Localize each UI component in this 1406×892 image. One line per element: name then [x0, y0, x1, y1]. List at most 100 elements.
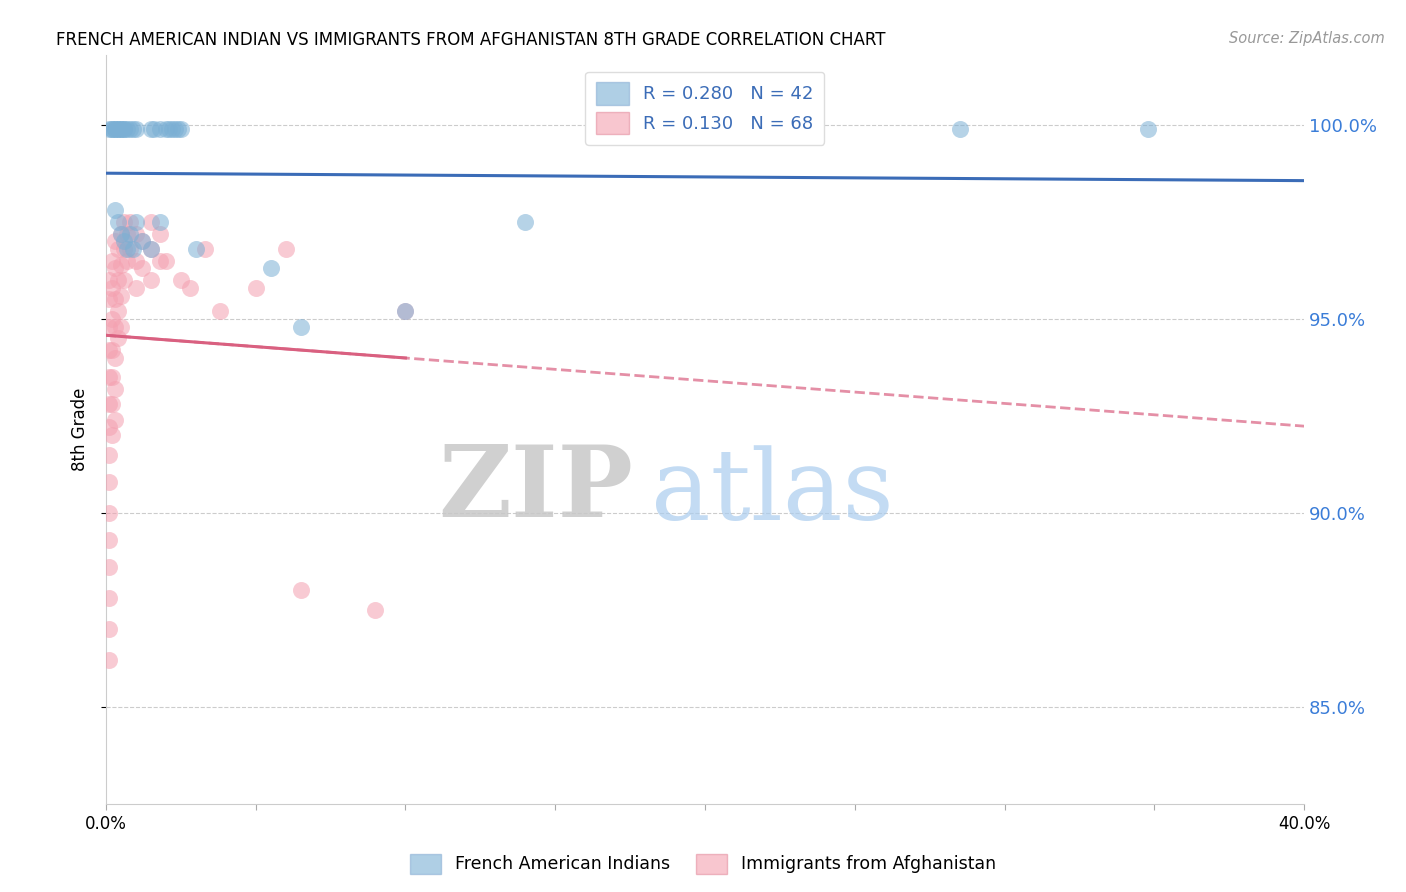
- Legend: French American Indians, Immigrants from Afghanistan: French American Indians, Immigrants from…: [402, 847, 1004, 880]
- Point: [104, 293, 127, 307]
- Text: 40.0%: 40.0%: [1278, 815, 1330, 833]
- Point: [194, 242, 217, 256]
- Point: [115, 242, 138, 256]
- Point: [97, 475, 120, 489]
- Text: atlas: atlas: [651, 445, 894, 541]
- Point: [97, 448, 120, 462]
- Point: [101, 370, 124, 384]
- Point: [101, 121, 124, 136]
- Point: [290, 583, 312, 598]
- Point: [107, 121, 129, 136]
- Point: [149, 215, 172, 229]
- Point: [125, 281, 148, 295]
- Point: [139, 242, 162, 256]
- Point: [104, 121, 127, 136]
- Point: [290, 319, 312, 334]
- Point: [101, 281, 124, 295]
- Point: [107, 121, 129, 136]
- Point: [110, 227, 132, 241]
- Point: [184, 242, 207, 256]
- Point: [112, 273, 135, 287]
- Point: [260, 261, 283, 276]
- Point: [101, 397, 124, 411]
- Point: [125, 215, 148, 229]
- Point: [97, 533, 120, 547]
- Point: [97, 293, 120, 307]
- Point: [101, 253, 124, 268]
- Point: [121, 121, 143, 136]
- Text: FRENCH AMERICAN INDIAN VS IMMIGRANTS FROM AFGHANISTAN 8TH GRADE CORRELATION CHAR: FRENCH AMERICAN INDIAN VS IMMIGRANTS FRO…: [56, 31, 886, 49]
- Point: [274, 242, 297, 256]
- Point: [179, 281, 201, 295]
- Point: [97, 121, 120, 136]
- Point: [394, 304, 416, 318]
- Point: [97, 591, 120, 606]
- Text: ZIP: ZIP: [439, 441, 633, 538]
- Point: [104, 413, 127, 427]
- Point: [115, 227, 138, 241]
- Point: [110, 288, 132, 302]
- Legend: R = 0.280   N = 42, R = 0.130   N = 68: R = 0.280 N = 42, R = 0.130 N = 68: [585, 71, 824, 145]
- Point: [139, 273, 162, 287]
- Point: [104, 351, 127, 365]
- Point: [170, 121, 193, 136]
- Point: [139, 121, 162, 136]
- Point: [149, 227, 172, 241]
- Point: [125, 227, 148, 241]
- Point: [104, 382, 127, 396]
- Point: [101, 343, 124, 357]
- Point: [112, 215, 135, 229]
- Point: [515, 215, 537, 229]
- Point: [97, 506, 120, 520]
- Point: [110, 121, 132, 136]
- Point: [118, 215, 141, 229]
- Point: [118, 242, 141, 256]
- Point: [131, 235, 153, 249]
- Point: [97, 560, 120, 574]
- Point: [112, 121, 135, 136]
- Point: [245, 281, 267, 295]
- Point: [142, 121, 165, 136]
- Point: [208, 304, 231, 318]
- Point: [149, 121, 172, 136]
- Point: [107, 215, 129, 229]
- Text: 0.0%: 0.0%: [84, 815, 127, 833]
- Point: [97, 420, 120, 434]
- Point: [101, 428, 124, 442]
- Point: [101, 311, 124, 326]
- Point: [97, 653, 120, 667]
- Point: [139, 242, 162, 256]
- Point: [1137, 121, 1160, 136]
- Point: [115, 121, 138, 136]
- Point: [107, 242, 129, 256]
- Point: [97, 343, 120, 357]
- Point: [101, 121, 124, 136]
- Point: [110, 319, 132, 334]
- Point: [110, 258, 132, 272]
- Point: [118, 121, 141, 136]
- Point: [139, 215, 162, 229]
- Point: [107, 273, 129, 287]
- Point: [107, 331, 129, 345]
- Point: [155, 253, 177, 268]
- Point: [104, 121, 127, 136]
- Point: [160, 121, 183, 136]
- Point: [125, 253, 148, 268]
- Point: [364, 603, 387, 617]
- Point: [149, 253, 172, 268]
- Point: [112, 121, 135, 136]
- Point: [110, 121, 132, 136]
- Point: [110, 227, 132, 241]
- Point: [163, 121, 186, 136]
- Point: [97, 273, 120, 287]
- Point: [155, 121, 177, 136]
- Point: [125, 121, 148, 136]
- Point: [118, 227, 141, 241]
- Point: [394, 304, 416, 318]
- Point: [104, 235, 127, 249]
- Point: [97, 319, 120, 334]
- Point: [131, 235, 153, 249]
- Point: [104, 319, 127, 334]
- Point: [949, 121, 972, 136]
- Point: [107, 304, 129, 318]
